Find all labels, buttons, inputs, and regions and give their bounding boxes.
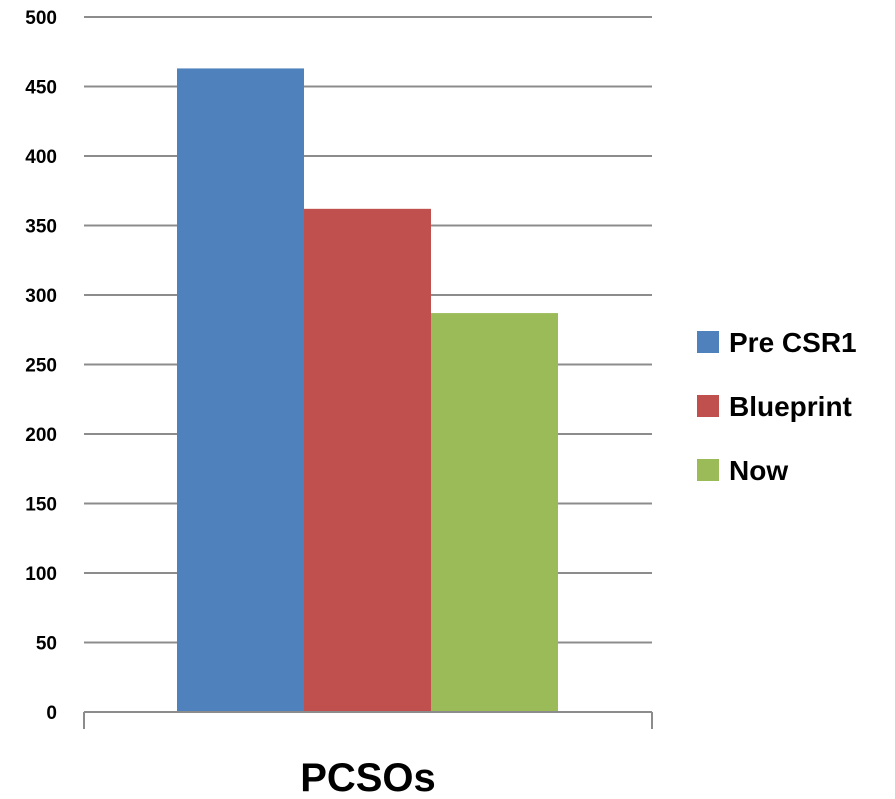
y-tick-label: 100 <box>25 564 57 585</box>
y-tick-label: 450 <box>25 78 57 99</box>
legend-label: Blueprint <box>729 391 852 422</box>
bar-now <box>431 313 558 712</box>
y-tick-label: 500 <box>25 8 57 29</box>
legend-swatch <box>697 395 719 417</box>
y-tick-label: 250 <box>25 356 57 377</box>
legend-label: Pre CSR1 <box>729 327 857 358</box>
y-tick-labels: 0 50 100 150 200 250 300 350 400 450 500 <box>25 8 57 724</box>
legend-swatch <box>697 331 719 353</box>
legend: Pre CSR1 Blueprint Now <box>697 327 857 486</box>
x-category-label: PCSOs <box>300 756 436 799</box>
legend-swatch <box>697 459 719 481</box>
legend-label: Now <box>729 455 788 486</box>
y-tick-label: 0 <box>46 703 57 724</box>
y-tick-label: 50 <box>36 634 57 655</box>
y-tick-label: 200 <box>25 425 57 446</box>
y-tick-label: 150 <box>25 495 57 516</box>
y-tick-label: 300 <box>25 286 57 307</box>
bars <box>177 68 558 713</box>
y-tick-label: 400 <box>25 147 57 168</box>
axes <box>83 711 653 729</box>
y-tick-label: 350 <box>25 217 57 238</box>
bar-blueprint <box>304 208 431 712</box>
bar-pre-csr1 <box>177 68 304 713</box>
